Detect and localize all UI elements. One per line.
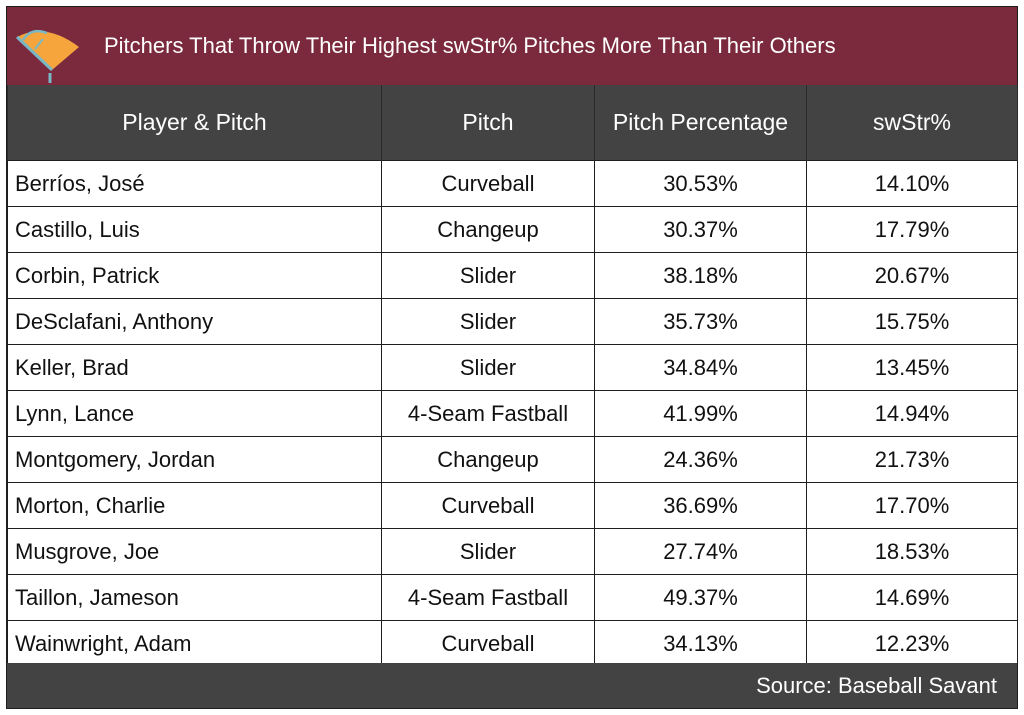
table-row: Castillo, Luis Changeup 30.37% 17.79% [7,206,1018,253]
pitch-cell: Slider [381,344,595,391]
pitch-percentage-cell: 24.36% [594,436,807,483]
table-row: Wainwright, Adam Curveball 34.13% 12.23% [7,620,1018,667]
player-cell: Keller, Brad [7,344,382,391]
pitch-percentage-cell: 49.37% [594,574,807,621]
pitch-percentage-cell: 36.69% [594,482,807,529]
table-row: Corbin, Patrick Slider 38.18% 20.67% [7,252,1018,299]
table-row: Taillon, Jameson 4-Seam Fastball 49.37% … [7,574,1018,621]
player-cell: Montgomery, Jordan [7,436,382,483]
pitch-percentage-cell: 27.74% [594,528,807,575]
swstr-cell: 15.75% [806,298,1018,345]
swstr-cell: 14.94% [806,390,1018,437]
title-bar: Pitchers That Throw Their Highest swStr%… [7,7,1017,85]
pitch-cell: 4-Seam Fastball [381,574,595,621]
table-row: Morton, Charlie Curveball 36.69% 17.70% [7,482,1018,529]
pitch-percentage-cell: 30.53% [594,160,807,207]
player-cell: Morton, Charlie [7,482,382,529]
source-footer: Source: Baseball Savant [7,663,1017,708]
page-title: Pitchers That Throw Their Highest swStr%… [104,33,836,58]
swstr-cell: 17.70% [806,482,1018,529]
column-header-pitch-percentage: Pitch Percentage [594,85,807,161]
swstr-cell: 14.69% [806,574,1018,621]
pitch-cell: Changeup [381,436,595,483]
swstr-cell: 18.53% [806,528,1018,575]
pitch-cell: Slider [381,298,595,345]
table-row: Montgomery, Jordan Changeup 24.36% 21.73… [7,436,1018,483]
pitch-cell: Slider [381,252,595,299]
pitch-cell: 4-Seam Fastball [381,390,595,437]
pitch-percentage-cell: 35.73% [594,298,807,345]
pitch-percentage-cell: 41.99% [594,390,807,437]
pitch-percentage-cell: 38.18% [594,252,807,299]
swstr-cell: 13.45% [806,344,1018,391]
player-cell: Corbin, Patrick [7,252,382,299]
baseball-field-icon [15,29,79,83]
column-header-pitch: Pitch [381,85,595,161]
pitch-percentage-cell: 34.13% [594,620,807,667]
pitch-cell: Changeup [381,206,595,253]
table-row: Lynn, Lance 4-Seam Fastball 41.99% 14.94… [7,390,1018,437]
player-cell: Wainwright, Adam [7,620,382,667]
table-row: Keller, Brad Slider 34.84% 13.45% [7,344,1018,391]
pitch-table: Player & Pitch Pitch Pitch Percentage sw… [7,85,1018,667]
player-cell: Lynn, Lance [7,390,382,437]
swstr-cell: 20.67% [806,252,1018,299]
player-cell: DeSclafani, Anthony [7,298,382,345]
table-card: Pitchers That Throw Their Highest swStr%… [6,6,1018,709]
column-header-swstr: swStr% [806,85,1018,161]
table-row: DeSclafani, Anthony Slider 35.73% 15.75% [7,298,1018,345]
pitch-cell: Curveball [381,620,595,667]
column-header-player: Player & Pitch [7,85,382,161]
swstr-cell: 14.10% [806,160,1018,207]
pitch-cell: Slider [381,528,595,575]
pitch-cell: Curveball [381,160,595,207]
player-cell: Taillon, Jameson [7,574,382,621]
player-cell: Berríos, José [7,160,382,207]
pitch-percentage-cell: 34.84% [594,344,807,391]
pitch-percentage-cell: 30.37% [594,206,807,253]
swstr-cell: 21.73% [806,436,1018,483]
table-row: Musgrove, Joe Slider 27.74% 18.53% [7,528,1018,575]
header-row: Player & Pitch Pitch Pitch Percentage sw… [7,85,1018,161]
player-cell: Musgrove, Joe [7,528,382,575]
swstr-cell: 12.23% [806,620,1018,667]
table-row: Berríos, José Curveball 30.53% 14.10% [7,160,1018,207]
pitch-cell: Curveball [381,482,595,529]
player-cell: Castillo, Luis [7,206,382,253]
swstr-cell: 17.79% [806,206,1018,253]
